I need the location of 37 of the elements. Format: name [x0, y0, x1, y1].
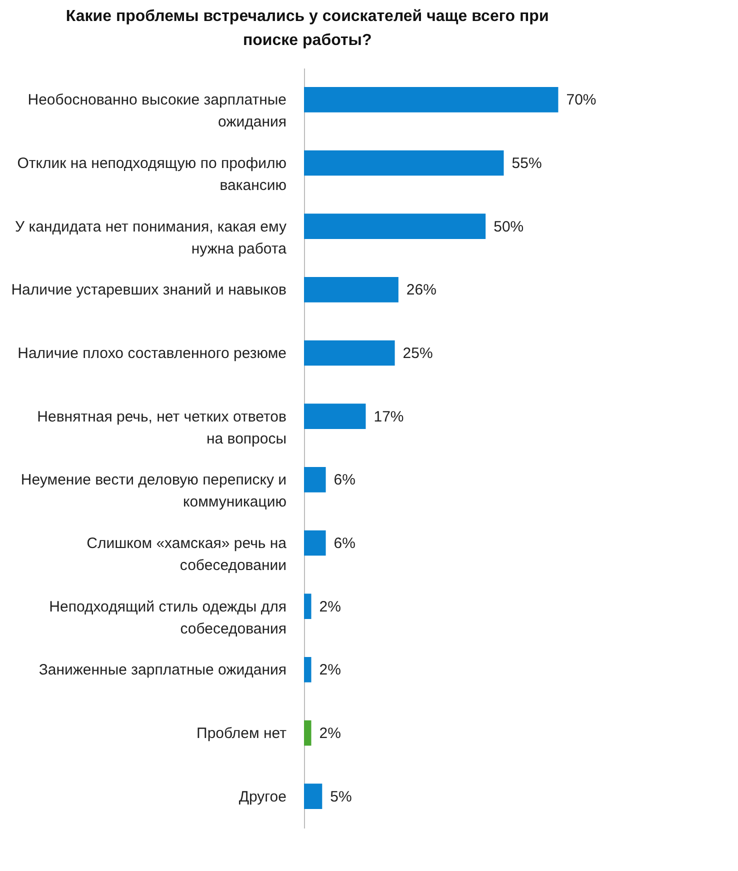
y-tick-label: Наличие устаревших знаний и навыков	[11, 282, 287, 299]
y-tick-label: Другое	[238, 788, 286, 806]
y-tick-label: Слишком «хамская» речь на собеседовании	[86, 535, 288, 574]
data-label: 5%	[330, 788, 352, 806]
y-tick-label: Проблем нет	[196, 725, 287, 742]
y-tick-label: Неумение вести деловую переписку и коммуникацию	[20, 472, 286, 511]
data-label: 17%	[374, 408, 404, 426]
bar	[304, 87, 558, 112]
y-tick-label: У кандидата нет понимания, какая ему нужна работа	[15, 218, 288, 258]
data-label: 25%	[402, 345, 433, 362]
bar	[304, 150, 504, 176]
data-label: 2%	[319, 725, 341, 742]
data-label: 6%	[334, 535, 356, 552]
y-tick-label: Невнятная речь, нет четких ответов на вопросы	[37, 408, 287, 448]
bar	[304, 530, 326, 556]
data-label: 2%	[319, 662, 341, 679]
y-tick-label: Наличие плохо составленного резюме	[18, 345, 286, 362]
bar	[304, 657, 312, 682]
data-label: 2%	[319, 598, 341, 616]
data-label: 26%	[406, 282, 436, 299]
data-label: 6%	[334, 472, 356, 489]
bar	[304, 340, 395, 366]
bar	[304, 214, 486, 239]
y-tick-label: Заниженные зарплатные ожидания	[38, 662, 286, 679]
data-label: 70%	[566, 92, 596, 109]
chart-title: Какие проблемы встречались у соискателей чаще всего при поиске работы?	[66, 8, 549, 49]
bar	[304, 467, 326, 492]
data-label: 50%	[494, 218, 524, 236]
y-tick-label: Отклик на неподходящую по профилю вакансию	[17, 155, 286, 194]
bar	[304, 720, 312, 746]
bar	[304, 594, 312, 619]
y-tick-label: Неподходящий стиль одежды для собеседования	[49, 598, 286, 638]
bar	[304, 404, 366, 429]
data-label: 55%	[512, 155, 542, 172]
y-tick-label: Необоснованно высокие зарплатные ожидания	[28, 92, 286, 131]
bar	[304, 784, 322, 809]
bar	[304, 277, 398, 302]
